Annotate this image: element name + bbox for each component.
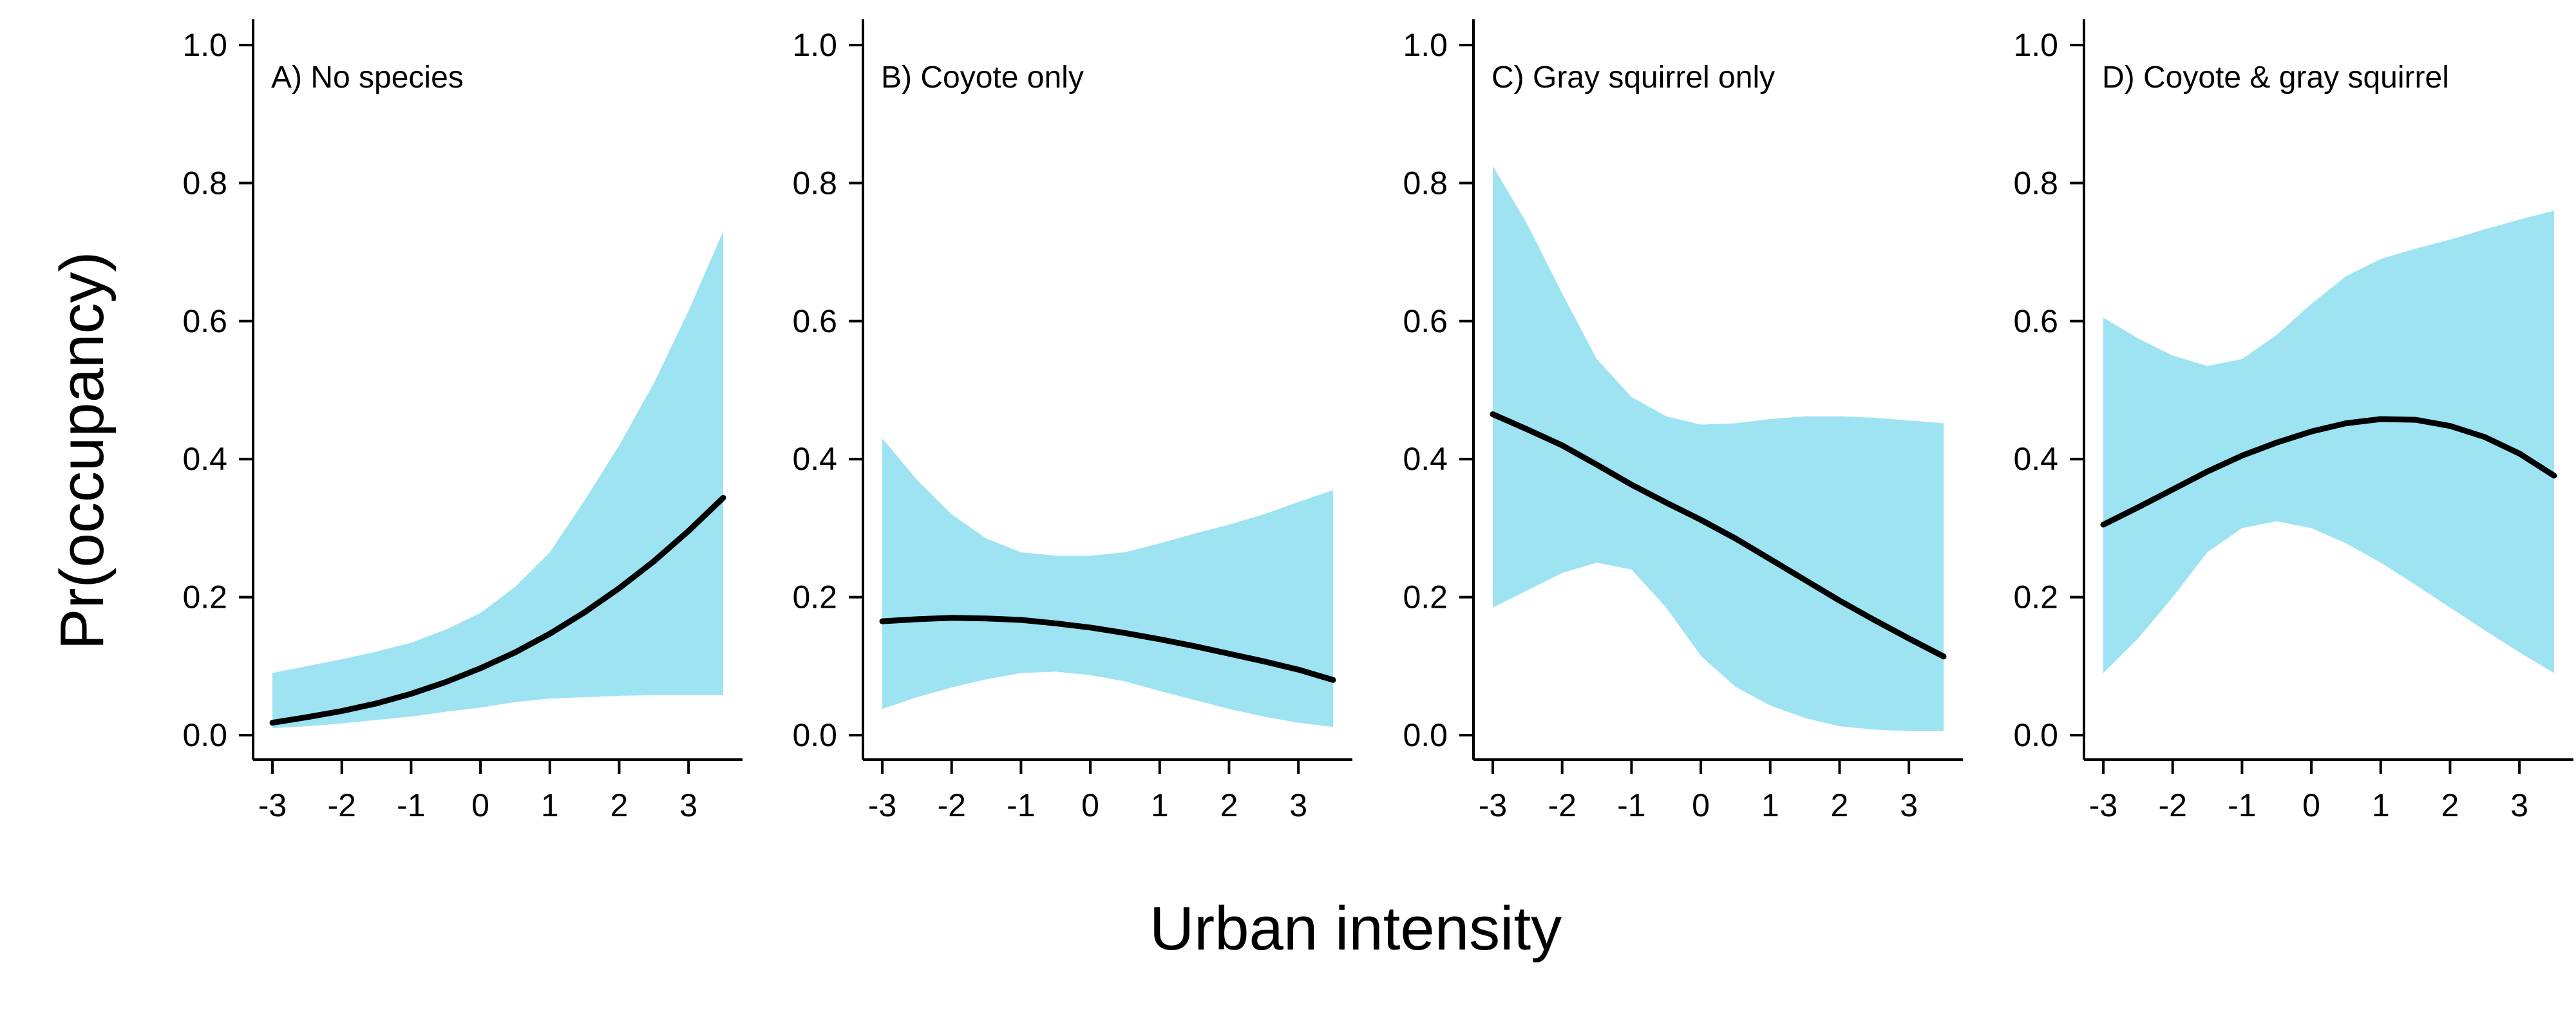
ci-band bbox=[1493, 165, 1944, 731]
panel-c: 0.0 0.2 0.4 0.6 0.8 1.0 -3 -2 -1 0 1 2 3 C) Gray squi… bbox=[1403, 19, 1963, 823]
y-tick-label: 1.0 bbox=[182, 27, 227, 63]
x-tick-label: 1 bbox=[1761, 787, 1779, 823]
x-tick-label: -3 bbox=[1479, 787, 1507, 823]
x-tick-label: 2 bbox=[611, 787, 629, 823]
panel-b: 0.0 0.2 0.4 0.6 0.8 1.0 -3 -2 -1 0 1 2 3 B) Coyote on… bbox=[792, 19, 1352, 823]
x-tick-label: -1 bbox=[1617, 787, 1645, 823]
ci-band bbox=[272, 231, 723, 729]
y-tick-label: 1.0 bbox=[792, 27, 837, 63]
panel-title: B) Coyote only bbox=[881, 61, 1084, 95]
y-tick-label: 0.4 bbox=[792, 441, 837, 477]
x-tick-label: 1 bbox=[541, 787, 559, 823]
x-tick-label: -1 bbox=[2228, 787, 2256, 823]
y-tick-label: 1.0 bbox=[1403, 27, 1448, 63]
y-tick-label: 0.6 bbox=[2013, 303, 2058, 339]
x-tick-label: -2 bbox=[1548, 787, 1576, 823]
x-tick-label: 3 bbox=[1900, 787, 1918, 823]
x-tick-label: -2 bbox=[937, 787, 965, 823]
x-tick-label: 3 bbox=[2510, 787, 2528, 823]
y-axis-title: Pr(occupancy) bbox=[48, 252, 117, 650]
y-tick-label: 0.8 bbox=[182, 165, 227, 201]
panel-title: A) No species bbox=[271, 61, 464, 95]
x-tick-label: 2 bbox=[1220, 787, 1238, 823]
x-axis-title: Urban intensity bbox=[1150, 894, 1562, 963]
x-tick-label: 0 bbox=[2302, 787, 2320, 823]
x-tick-label: -1 bbox=[1007, 787, 1035, 823]
y-tick-label: 0.6 bbox=[1403, 303, 1448, 339]
x-tick-label: 0 bbox=[471, 787, 489, 823]
panel-title: D) Coyote & gray squirrel bbox=[2102, 61, 2449, 95]
y-tick-label: 0.6 bbox=[792, 303, 837, 339]
mean-line bbox=[2100, 416, 2557, 528]
y-tick-label: 0.0 bbox=[2013, 717, 2058, 753]
x-tick-label: -2 bbox=[2158, 787, 2186, 823]
mean-line bbox=[879, 615, 1336, 683]
panel-d: 0.0 0.2 0.4 0.6 0.8 1.0 -3 -2 -1 0 1 2 3 D) Coyote & … bbox=[2013, 19, 2573, 823]
mean-line bbox=[1490, 411, 1947, 660]
y-tick-label: 0.2 bbox=[1403, 579, 1448, 615]
y-tick-label: 0.2 bbox=[792, 579, 837, 615]
x-tick-label: 1 bbox=[1151, 787, 1169, 823]
mean-line bbox=[269, 494, 726, 726]
y-tick-label: 0.8 bbox=[1403, 165, 1448, 201]
x-tick-label: 3 bbox=[1289, 787, 1307, 823]
x-tick-label: -3 bbox=[868, 787, 896, 823]
ci-band bbox=[2103, 211, 2554, 673]
x-tick-label: -3 bbox=[258, 787, 287, 823]
y-tick-label: 0.6 bbox=[182, 303, 227, 339]
x-tick-label: 0 bbox=[1692, 787, 1710, 823]
y-tick-label: 0.0 bbox=[1403, 717, 1448, 753]
panel-title: C) Gray squirrel only bbox=[1492, 61, 1775, 95]
y-tick-label: 0.2 bbox=[182, 579, 227, 615]
x-tick-label: 2 bbox=[2441, 787, 2459, 823]
y-tick-label: 0.0 bbox=[792, 717, 837, 753]
y-tick-label: 0.4 bbox=[2013, 441, 2058, 477]
x-tick-label: 3 bbox=[679, 787, 697, 823]
y-tick-label: 0.0 bbox=[182, 717, 227, 753]
panels: 0.0 0.2 0.4 0.6 0.8 1.0 -3 -2 -1 0 1 2 3 A) No specie… bbox=[182, 19, 2573, 823]
y-tick-label: 0.4 bbox=[182, 441, 227, 477]
x-tick-label: 1 bbox=[2372, 787, 2390, 823]
panel-a: 0.0 0.2 0.4 0.6 0.8 1.0 -3 -2 -1 0 1 2 3 A) No specie… bbox=[182, 19, 743, 823]
y-tick-label: 0.8 bbox=[2013, 165, 2058, 201]
x-tick-label: -3 bbox=[2089, 787, 2117, 823]
ci-band bbox=[882, 438, 1333, 727]
x-tick-label: 0 bbox=[1081, 787, 1099, 823]
y-tick-label: 0.4 bbox=[1403, 441, 1448, 477]
x-tick-label: -2 bbox=[327, 787, 355, 823]
x-tick-label: 2 bbox=[1831, 787, 1849, 823]
y-tick-label: 0.2 bbox=[2013, 579, 2058, 615]
x-tick-label: -1 bbox=[397, 787, 425, 823]
y-tick-label: 1.0 bbox=[2013, 27, 2058, 63]
y-tick-label: 0.8 bbox=[792, 165, 837, 201]
